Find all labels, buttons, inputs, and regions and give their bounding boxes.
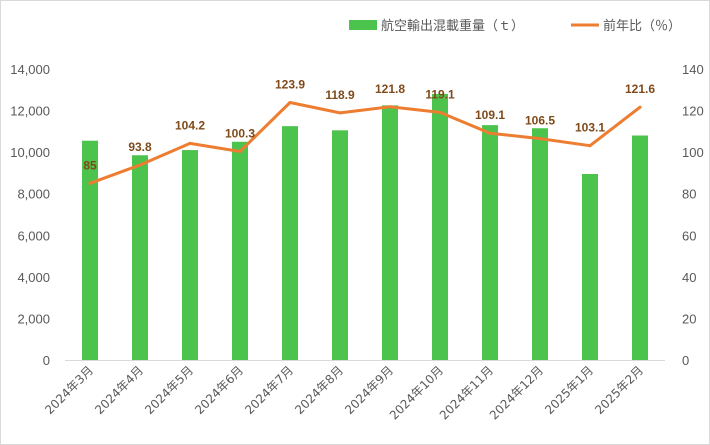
y-left-tick-label: 14,000	[10, 62, 50, 77]
y-right-tick-label: 80	[682, 187, 696, 202]
x-tick-label: 2024年3月	[42, 363, 96, 417]
right-axis: 0 20 40 60 80 100 120 140	[682, 62, 704, 368]
bar	[582, 173, 598, 360]
y-left-tick-label: 6,000	[17, 228, 50, 243]
x-tick-label: 2024年8月	[292, 363, 346, 417]
line-point	[638, 105, 642, 109]
bar	[132, 155, 148, 360]
x-tick-label: 2025年1月	[542, 363, 596, 417]
y-right-tick-label: 20	[682, 311, 696, 326]
y-right-tick-label: 120	[682, 104, 704, 119]
data-label: 119.1	[425, 87, 455, 101]
bar	[182, 150, 198, 360]
bar	[282, 126, 298, 361]
line-path	[88, 101, 642, 185]
legend-label-bars: 航空輸出混載重量（ｔ）	[381, 18, 524, 34]
data-label: 121.6	[625, 82, 655, 96]
bar	[232, 141, 248, 360]
line-point	[488, 131, 492, 135]
x-axis: 2024年3月2024年4月2024年5月2024年6月2024年7月2024年…	[42, 363, 646, 422]
x-tick-label: 2025年2月	[592, 363, 646, 417]
line-point	[138, 163, 142, 167]
data-labels: 85 93.8 104.2 100.3 123.9 118.9 121.8 119.1 109.…	[83, 77, 655, 172]
y-right-tick-label: 100	[682, 145, 704, 160]
y-right-tick-label: 40	[682, 270, 696, 285]
data-label: 104.2	[175, 118, 205, 132]
left-axis: 0 2,000 4,000 6,000 8,000 10,000 12,000 14,000	[10, 62, 50, 368]
line-point	[538, 137, 542, 141]
bar-series	[82, 93, 648, 361]
legend-label-line: 前年比（％）	[603, 18, 681, 34]
bar	[632, 135, 648, 360]
data-label: 93.8	[128, 140, 152, 154]
line-point	[238, 150, 242, 154]
line-point	[188, 141, 192, 145]
bar	[432, 93, 448, 360]
y-left-tick-label: 4,000	[17, 270, 50, 285]
x-tick-label: 2024年6月	[192, 363, 246, 417]
y-left-tick-label: 12,000	[10, 104, 50, 119]
data-label: 109.1	[475, 108, 505, 122]
data-label: 85	[83, 158, 97, 172]
data-label: 103.1	[575, 121, 605, 135]
bar	[532, 128, 548, 360]
line-point	[388, 105, 392, 109]
y-left-tick-label: 10,000	[10, 145, 50, 160]
legend: 航空輸出混載重量（ｔ） 前年比（％）	[349, 18, 681, 34]
data-label: 118.9	[325, 88, 355, 102]
y-right-tick-label: 0	[682, 353, 689, 368]
y-left-tick-label: 2,000	[17, 311, 50, 326]
data-label: 100.3	[225, 127, 255, 141]
line-point	[338, 111, 342, 115]
line-point	[288, 100, 292, 104]
x-tick-label: 2024年5月	[142, 363, 196, 417]
line-series	[88, 100, 642, 185]
data-label: 121.8	[375, 82, 405, 96]
line-point	[588, 144, 592, 148]
data-label: 106.5	[525, 114, 555, 128]
x-tick-label: 2024年12月	[487, 363, 546, 422]
bar	[382, 105, 398, 360]
line-point	[88, 181, 92, 185]
y-left-tick-label: 8,000	[17, 187, 50, 202]
y-right-tick-label: 140	[682, 62, 704, 77]
bar	[482, 125, 498, 360]
y-right-tick-label: 60	[682, 228, 696, 243]
line-point	[438, 110, 442, 114]
bar	[82, 140, 98, 360]
x-tick-label: 2024年7月	[242, 363, 296, 417]
data-label: 123.9	[275, 77, 305, 91]
bar	[332, 130, 348, 360]
x-tick-label: 2024年4月	[92, 363, 146, 417]
y-left-tick-label: 0	[43, 353, 50, 368]
x-tick-label: 2024年9月	[342, 363, 396, 417]
legend-swatch-bars	[349, 20, 377, 30]
